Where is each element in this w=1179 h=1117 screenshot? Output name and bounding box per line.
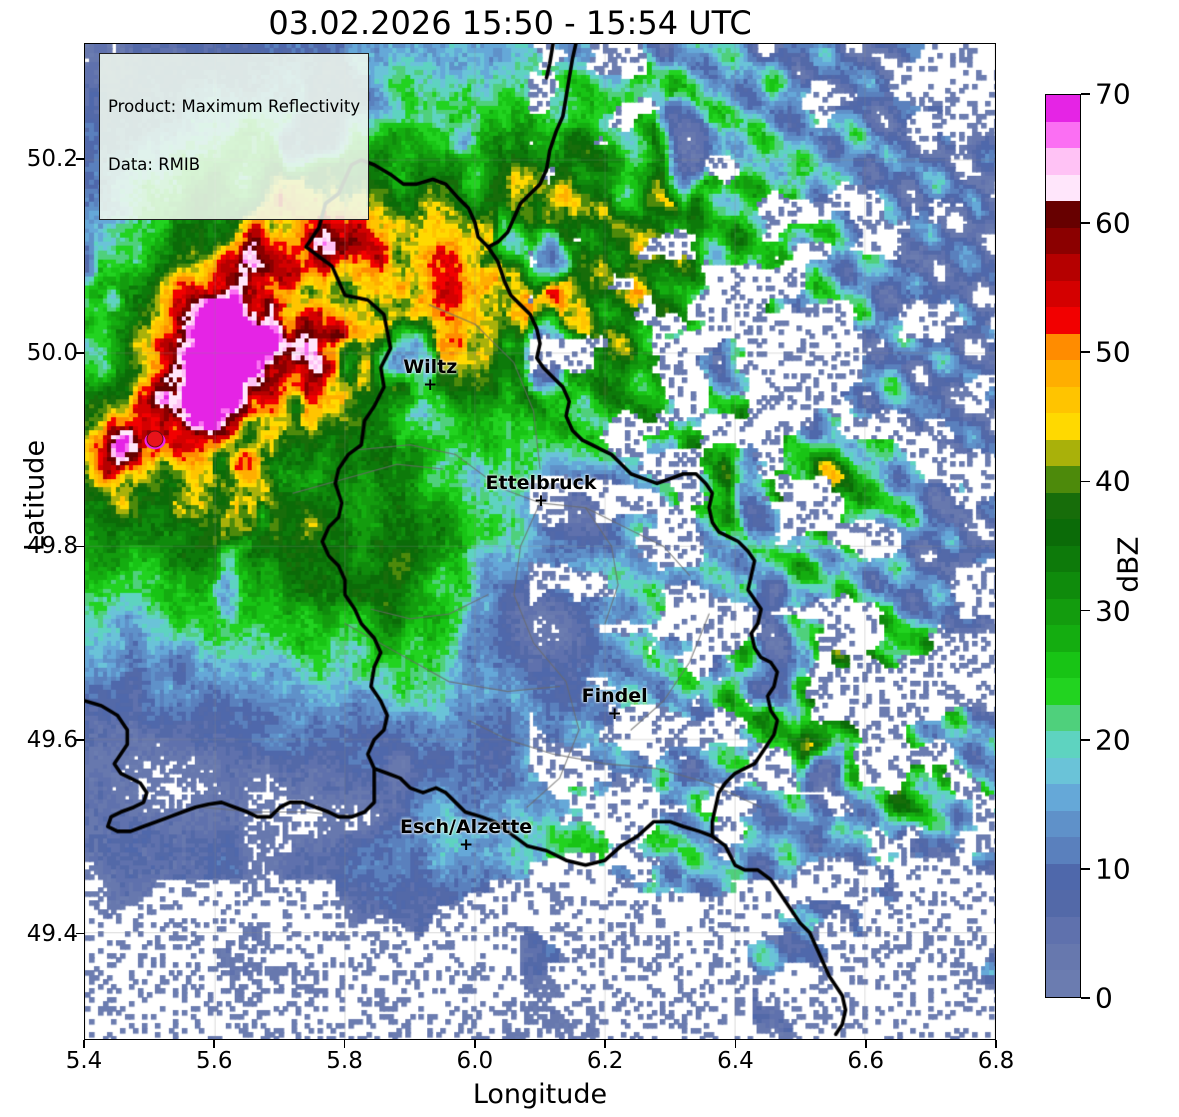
colorbar-segment bbox=[1046, 95, 1080, 122]
figure-title: 03.02.2026 15:50 - 15:54 UTC bbox=[268, 4, 752, 42]
y-tick bbox=[76, 351, 84, 354]
station-marker-dot[interactable] bbox=[146, 430, 164, 448]
colorbar-segment bbox=[1046, 466, 1080, 493]
product-info-box: Product: Maximum Reflectivity Data: RMIB bbox=[99, 53, 370, 220]
city-marker-plus-icon: + bbox=[607, 704, 622, 725]
colorbar-segment bbox=[1046, 970, 1080, 997]
colorbar-segment bbox=[1046, 174, 1080, 202]
colorbar-segment bbox=[1046, 678, 1080, 705]
colorbar-segment bbox=[1046, 598, 1080, 626]
colorbar-tick-label: 40 bbox=[1095, 464, 1131, 498]
colorbar-tick bbox=[1081, 93, 1090, 95]
colorbar-tick bbox=[1081, 997, 1090, 999]
x-tick-label: 6.4 bbox=[717, 1048, 754, 1074]
city-name: Ettelbruck bbox=[485, 472, 597, 495]
colorbar-segment bbox=[1046, 121, 1080, 149]
x-tick bbox=[343, 1040, 346, 1048]
y-tick-label: 49.8 bbox=[26, 533, 78, 560]
colorbar-segment bbox=[1046, 201, 1080, 228]
x-tick bbox=[995, 1040, 997, 1048]
city-marker-plus-icon: + bbox=[458, 834, 474, 855]
colorbar-segment bbox=[1046, 492, 1080, 520]
y-axis-label: Latitude bbox=[19, 439, 51, 552]
x-tick-label: 5.8 bbox=[326, 1048, 363, 1074]
city-marker-plus-icon: + bbox=[533, 491, 549, 512]
colorbar-segment bbox=[1046, 227, 1080, 255]
x-tick-label: 6.6 bbox=[847, 1048, 884, 1074]
colorbar-segment bbox=[1046, 572, 1080, 599]
colorbar-tick bbox=[1081, 868, 1090, 870]
colorbar-segment bbox=[1046, 837, 1080, 864]
colorbar-segment bbox=[1046, 519, 1080, 546]
colorbar-tick-label: 0 bbox=[1095, 981, 1113, 1015]
infobox-data-line: Data: RMIB bbox=[108, 155, 201, 175]
colorbar-segment bbox=[1046, 651, 1080, 679]
x-tick bbox=[474, 1040, 476, 1048]
colorbar-segment bbox=[1046, 360, 1080, 387]
city-label: Wiltz + bbox=[403, 355, 458, 395]
colorbar-tick bbox=[1081, 738, 1090, 741]
y-tick bbox=[76, 545, 84, 548]
colorbar-tick bbox=[1081, 351, 1090, 354]
colorbar-segment bbox=[1046, 757, 1080, 785]
map-plot-area[interactable]: Product: Maximum Reflectivity Data: RMIB… bbox=[84, 43, 996, 1040]
colorbar-segment bbox=[1046, 784, 1080, 811]
x-axis-label: Longitude bbox=[472, 1079, 608, 1110]
y-tick-label: 49.6 bbox=[26, 726, 78, 753]
city-name: Esch/Alzette bbox=[399, 815, 533, 838]
colorbar-label: dBZ bbox=[1111, 536, 1145, 593]
x-tick bbox=[734, 1040, 737, 1048]
colorbar-segment bbox=[1046, 863, 1080, 891]
infobox-product-line: Product: Maximum Reflectivity bbox=[108, 96, 361, 116]
colorbar-segment bbox=[1046, 731, 1080, 758]
colorbar-segment bbox=[1046, 890, 1080, 917]
y-tick-label: 50.2 bbox=[26, 146, 78, 173]
colorbar-segment bbox=[1046, 307, 1080, 334]
x-tick-label: 5.4 bbox=[65, 1048, 103, 1074]
colorbar-segment bbox=[1046, 280, 1080, 308]
x-tick bbox=[83, 1040, 85, 1048]
colorbar-tick-label: 30 bbox=[1095, 594, 1131, 628]
colorbar-segment bbox=[1046, 254, 1080, 281]
x-tick-label: 6.2 bbox=[586, 1048, 624, 1074]
colorbar-segment bbox=[1046, 386, 1080, 414]
colorbar-segment bbox=[1046, 439, 1080, 467]
x-tick bbox=[604, 1040, 606, 1048]
colorbar-segment bbox=[1046, 916, 1080, 944]
colorbar-tick-label: 50 bbox=[1095, 335, 1131, 369]
colorbar-segment bbox=[1046, 148, 1080, 175]
x-tick bbox=[864, 1040, 867, 1048]
colorbar-segment bbox=[1046, 810, 1080, 838]
colorbar-tick-label: 60 bbox=[1095, 206, 1131, 240]
x-tick bbox=[213, 1040, 216, 1048]
colorbar-tick-label: 70 bbox=[1095, 77, 1131, 111]
colorbar-segment bbox=[1046, 333, 1080, 361]
colorbar-tick bbox=[1081, 480, 1090, 483]
colorbar-tick bbox=[1081, 222, 1090, 224]
x-tick-label: 6.0 bbox=[456, 1048, 494, 1074]
city-name: Findel bbox=[581, 685, 648, 708]
colorbar-segment bbox=[1046, 704, 1080, 732]
x-tick-label: 6.8 bbox=[977, 1048, 1015, 1074]
colorbar-tick-label: 20 bbox=[1095, 723, 1131, 757]
x-tick-label: 5.6 bbox=[195, 1048, 233, 1074]
y-tick-label: 50.0 bbox=[26, 339, 78, 366]
colorbar-tick bbox=[1081, 609, 1090, 612]
city-label: Findel + bbox=[581, 685, 648, 725]
city-name: Wiltz bbox=[403, 355, 458, 378]
y-tick-label: 49.4 bbox=[26, 920, 78, 947]
city-label: Esch/Alzette + bbox=[399, 815, 533, 855]
colorbar-segment bbox=[1046, 545, 1080, 573]
colorbar-segment bbox=[1046, 625, 1080, 652]
city-marker-plus-icon: + bbox=[423, 374, 438, 395]
y-tick bbox=[76, 932, 84, 935]
colorbar-tick-label: 10 bbox=[1095, 852, 1131, 886]
colorbar bbox=[1045, 94, 1081, 998]
colorbar-segment bbox=[1046, 943, 1080, 971]
y-tick bbox=[76, 739, 84, 741]
y-tick bbox=[76, 158, 84, 160]
colorbar-segment bbox=[1046, 413, 1080, 440]
city-label: Ettelbruck + bbox=[485, 472, 597, 512]
